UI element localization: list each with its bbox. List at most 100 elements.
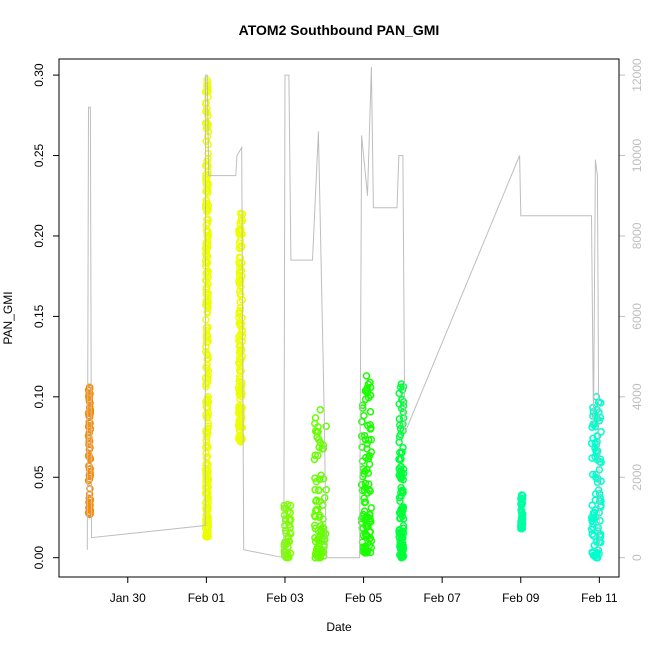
data-point — [202, 382, 210, 391]
data-point — [365, 541, 374, 550]
data-point — [395, 415, 404, 423]
data-point — [596, 516, 604, 525]
data-point — [86, 484, 94, 493]
data-point — [589, 514, 597, 523]
data-point — [236, 209, 245, 218]
data-point — [204, 162, 212, 170]
data-point — [235, 337, 243, 345]
x-tick-label: Feb 05 — [345, 591, 383, 605]
data-point — [202, 454, 211, 462]
point-group — [517, 491, 527, 533]
data-point — [363, 389, 371, 397]
data-point — [85, 434, 93, 442]
x-tick-label: Feb 03 — [266, 591, 304, 605]
data-point — [203, 104, 211, 113]
data-point — [397, 507, 406, 515]
data-point — [597, 428, 605, 436]
data-point — [366, 425, 375, 433]
series-line — [86, 66, 600, 559]
y-tick-label: 0.20 — [32, 224, 46, 248]
plot-layer — [53, 66, 625, 583]
data-point — [363, 445, 371, 453]
data-point — [364, 469, 373, 477]
data-point — [286, 529, 294, 537]
data-point — [85, 418, 93, 427]
data-point — [203, 308, 211, 316]
data-point — [203, 424, 212, 433]
data-point — [396, 514, 405, 523]
data-point — [396, 468, 404, 476]
data-point — [203, 293, 212, 302]
y2-tick-label: 12000 — [630, 58, 644, 92]
data-point — [399, 545, 408, 553]
data-point — [397, 553, 406, 562]
data-point — [320, 494, 329, 502]
data-point — [238, 272, 246, 280]
x-tick-label: Feb 09 — [502, 591, 540, 605]
y2-tick-label: 8000 — [630, 222, 644, 249]
data-point — [361, 395, 370, 404]
data-point — [202, 180, 211, 188]
data-point — [395, 455, 403, 464]
y-tick-label: 0.00 — [32, 546, 46, 570]
data-point — [359, 404, 367, 412]
data-point — [395, 389, 403, 398]
y-tick-label: 0.10 — [32, 385, 46, 409]
data-point — [593, 432, 602, 441]
data-point — [358, 486, 367, 495]
point-group — [234, 209, 247, 446]
data-point — [319, 475, 328, 483]
data-point — [365, 460, 374, 468]
data-point — [237, 390, 245, 398]
data-point — [322, 422, 330, 431]
data-point — [361, 387, 370, 395]
data-point — [589, 403, 597, 412]
data-point — [203, 403, 212, 411]
data-point — [366, 378, 374, 387]
data-point — [592, 551, 601, 559]
data-point — [202, 436, 211, 445]
data-point — [202, 429, 211, 437]
point-group — [280, 500, 295, 562]
data-point — [202, 187, 210, 195]
data-point — [366, 487, 374, 495]
data-point — [283, 550, 292, 558]
y-tick-label: 0.25 — [32, 144, 46, 168]
data-point — [236, 298, 244, 306]
data-point — [396, 497, 404, 505]
x-tick-label: Feb 01 — [188, 591, 226, 605]
data-point — [319, 441, 328, 449]
chart-title: ATOM2 Southbound PAN_GMI — [239, 22, 440, 38]
data-point — [588, 530, 596, 539]
data-point — [203, 268, 212, 276]
data-point — [596, 494, 604, 502]
data-point — [311, 427, 320, 435]
data-point — [364, 380, 373, 389]
data-point — [235, 359, 243, 367]
data-point — [238, 352, 246, 361]
data-point — [358, 524, 366, 532]
data-point — [236, 307, 244, 315]
data-point — [399, 402, 408, 410]
data-point — [85, 465, 94, 473]
plot-frame — [58, 58, 620, 578]
data-point — [320, 543, 328, 551]
data-point — [358, 401, 367, 410]
y2-tick-label: 2000 — [630, 464, 644, 491]
point-group — [395, 380, 408, 562]
data-point — [358, 418, 366, 426]
point-group — [201, 76, 213, 541]
y-tick-label: 0.15 — [32, 304, 46, 328]
y-tick-label: 0.05 — [32, 465, 46, 489]
data-point — [517, 499, 526, 507]
data-point — [203, 252, 212, 260]
data-point — [286, 509, 294, 517]
data-point — [281, 538, 289, 546]
data-point — [366, 421, 374, 429]
data-point — [283, 553, 292, 562]
data-point — [365, 485, 373, 494]
data-point — [316, 553, 325, 562]
data-point — [85, 510, 94, 519]
